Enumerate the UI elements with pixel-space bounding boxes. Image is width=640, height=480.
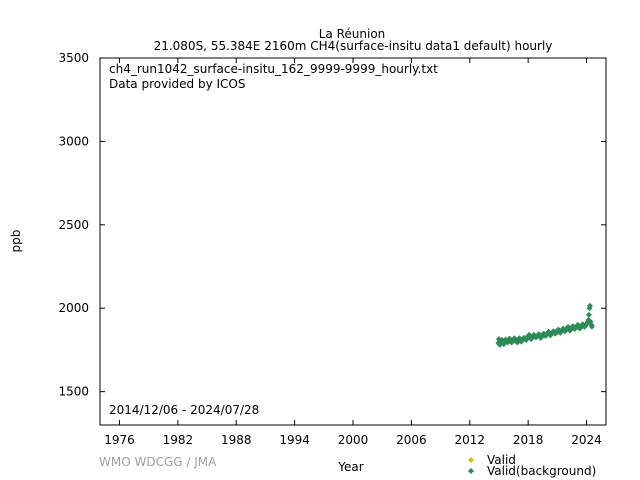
provider-label: Data provided by ICOS <box>109 77 245 91</box>
x-tick-label: 2018 <box>513 433 544 447</box>
data-point <box>585 311 592 318</box>
legend-item-valid-background: Valid(background) <box>468 464 596 478</box>
x-tick-label: 2012 <box>454 433 485 447</box>
x-tick-label: 2006 <box>396 433 427 447</box>
file-label: ch4_run1042_surface-insitu_162_9999-9999… <box>109 62 438 76</box>
x-tick-label: 1982 <box>163 433 194 447</box>
legend-label-valid: Valid <box>487 453 516 467</box>
legend-label-valid-background: Valid(background) <box>487 464 596 478</box>
data-point <box>588 323 595 330</box>
x-tick-label: 1976 <box>104 433 135 447</box>
data-point <box>586 302 593 309</box>
y-axis: 1500 2000 2500 3000 3500 <box>58 51 606 399</box>
y-axis-label: ppb <box>9 230 23 253</box>
legend-item-valid: Valid <box>468 453 516 467</box>
x-tick-label: 1994 <box>279 433 310 447</box>
data-points <box>495 302 595 348</box>
chart-subtitle: 21.080S, 55.384E 2160m CH4(surface-insit… <box>154 39 553 53</box>
plot-area <box>99 57 607 426</box>
chart-title: La Réunion <box>319 27 386 41</box>
legend-marker-valid-background <box>468 468 474 474</box>
x-tick-label: 1988 <box>221 433 252 447</box>
legend-marker-valid <box>468 457 474 463</box>
data-point <box>507 337 514 344</box>
x-tick-label: 2024 <box>571 433 602 447</box>
y-tick-label: 3000 <box>58 134 89 148</box>
date-range-label: 2014/12/06 - 2024/07/28 <box>109 403 259 417</box>
x-tick-label: 2000 <box>338 433 369 447</box>
x-axis-label: Year <box>337 460 363 474</box>
y-tick-label: 2000 <box>58 301 89 315</box>
y-tick-label: 1500 <box>58 385 89 399</box>
y-tick-label: 2500 <box>58 218 89 232</box>
watermark: WMO WDCGG / JMA <box>99 455 217 469</box>
x-axis: 1976 1982 1988 1994 2000 2006 2012 2018 2024 <box>104 58 602 447</box>
legend: Valid Valid(background) <box>468 453 596 478</box>
y-tick-label: 3500 <box>58 51 89 65</box>
